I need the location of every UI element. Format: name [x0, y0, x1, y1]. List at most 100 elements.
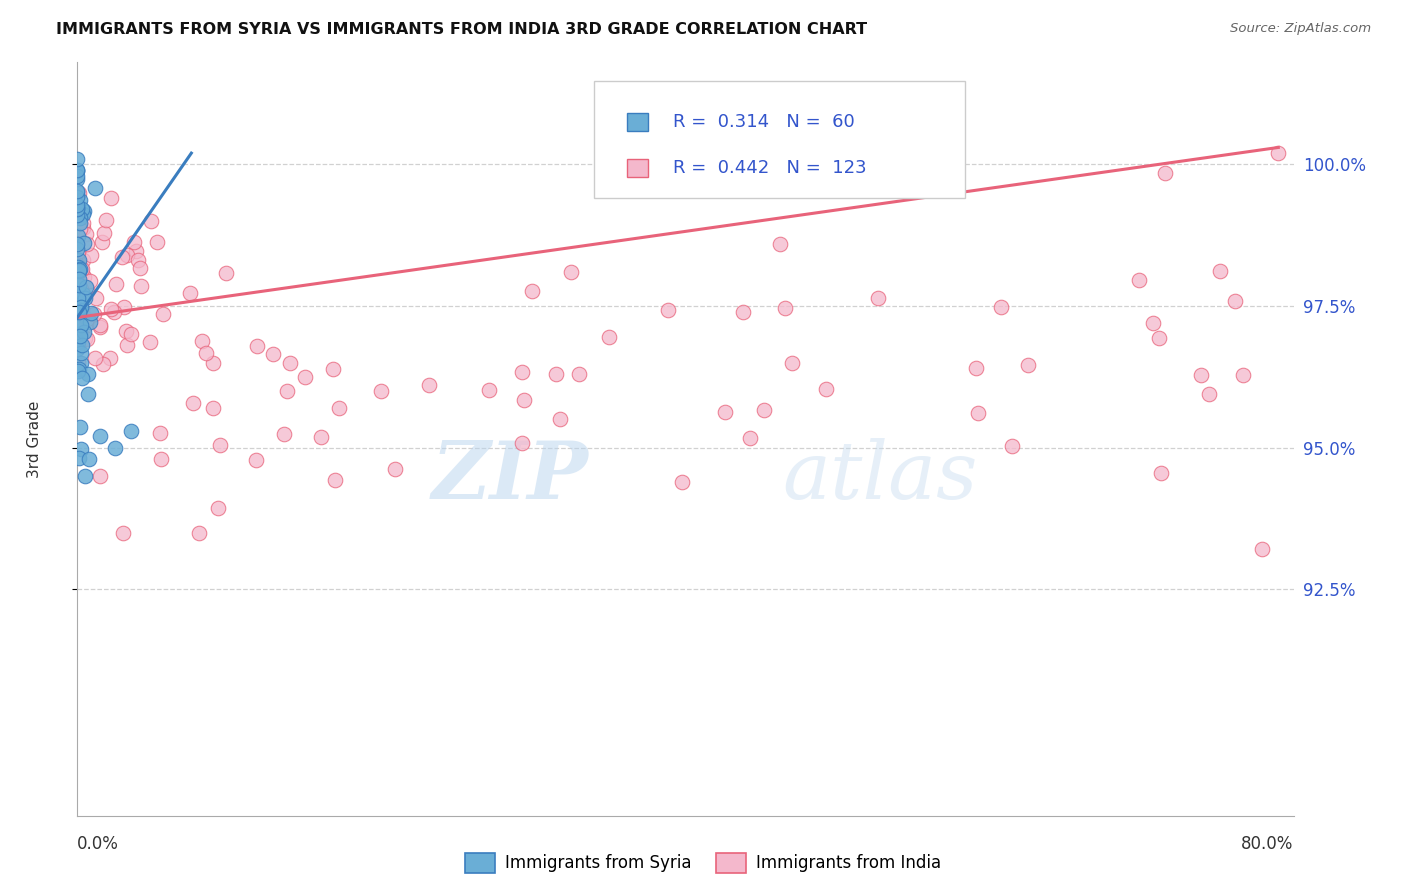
Point: [278, 356, 301, 370]
Point: [1017, 358, 1039, 372]
Point: [79, 315, 101, 329]
Point: [990, 300, 1012, 314]
Point: [66, 169, 89, 184]
Point: [370, 384, 392, 398]
Point: [70, 318, 93, 333]
Point: [69, 450, 91, 465]
Point: [70, 282, 93, 296]
Point: [73, 269, 96, 284]
Point: [79, 452, 101, 467]
Point: [70, 356, 93, 370]
Point: [1128, 273, 1150, 287]
Point: [72, 216, 94, 230]
Point: [67, 226, 90, 240]
Text: 3rd Grade: 3rd Grade: [27, 401, 42, 478]
FancyBboxPatch shape: [627, 113, 648, 131]
Point: [66, 184, 89, 198]
Point: [76, 332, 98, 346]
Point: [89, 320, 111, 334]
Point: [76, 283, 98, 297]
Point: [98, 351, 121, 366]
Point: [522, 284, 544, 298]
Point: [246, 339, 269, 353]
Point: [90, 235, 112, 249]
Point: [207, 501, 229, 516]
Point: [84, 351, 107, 365]
Point: [965, 361, 987, 376]
Point: [1154, 166, 1177, 180]
Point: [66, 163, 89, 178]
Point: [67, 229, 90, 244]
Point: [125, 244, 148, 258]
Point: [70, 261, 93, 276]
Point: [75, 280, 97, 294]
Point: [384, 462, 406, 476]
Point: [93, 226, 115, 240]
Point: [83, 307, 105, 321]
Text: Source: ZipAtlas.com: Source: ZipAtlas.com: [1230, 22, 1371, 36]
Text: ZIP: ZIP: [432, 438, 588, 516]
Point: [72, 301, 94, 316]
Point: [418, 377, 440, 392]
Point: [72, 220, 94, 235]
Point: [76, 312, 98, 326]
Point: [323, 473, 346, 487]
Point: [510, 436, 533, 450]
Point: [179, 285, 201, 300]
Point: [67, 258, 90, 272]
Point: [294, 370, 316, 384]
Point: [72, 286, 94, 301]
Point: [671, 475, 693, 489]
Point: [1001, 440, 1024, 454]
Point: [191, 334, 214, 348]
Point: [69, 326, 91, 341]
Point: [262, 346, 284, 360]
Point: [69, 442, 91, 456]
Point: [1209, 264, 1232, 278]
Text: R =  0.314   N =  60: R = 0.314 N = 60: [673, 113, 855, 131]
Point: [83, 181, 105, 195]
Point: [94, 213, 117, 227]
Point: [66, 343, 89, 357]
Point: [201, 356, 224, 370]
Point: [72, 207, 94, 221]
FancyBboxPatch shape: [595, 81, 965, 198]
Point: [66, 245, 89, 260]
Point: [752, 403, 775, 417]
Point: [73, 291, 96, 305]
Point: [66, 162, 89, 177]
Point: [66, 335, 89, 350]
Point: [1267, 146, 1289, 161]
Point: [866, 292, 889, 306]
Point: [714, 405, 737, 419]
Point: [70, 300, 93, 314]
Point: [66, 339, 89, 353]
Point: [69, 346, 91, 360]
Point: [966, 406, 988, 420]
Point: [70, 261, 93, 276]
Point: [67, 252, 90, 267]
Point: [67, 260, 90, 275]
Point: [815, 382, 838, 396]
Point: [79, 274, 101, 288]
Point: [657, 302, 679, 317]
Point: [127, 252, 149, 267]
Point: [512, 392, 534, 407]
Point: [100, 302, 122, 317]
Point: [1142, 316, 1164, 330]
Text: 0.0%: 0.0%: [77, 835, 120, 853]
Point: [77, 367, 100, 381]
Point: [75, 319, 97, 334]
Point: [112, 300, 135, 314]
Point: [66, 242, 89, 256]
Point: [91, 357, 114, 371]
Point: [104, 441, 127, 455]
Point: [215, 266, 238, 280]
Point: [103, 305, 125, 319]
Point: [67, 294, 90, 309]
Point: [69, 420, 91, 434]
Text: IMMIGRANTS FROM SYRIA VS IMMIGRANTS FROM INDIA 3RD GRADE CORRELATION CHART: IMMIGRANTS FROM SYRIA VS IMMIGRANTS FROM…: [56, 22, 868, 37]
Point: [1232, 368, 1254, 382]
Point: [72, 308, 94, 322]
Point: [780, 356, 803, 370]
